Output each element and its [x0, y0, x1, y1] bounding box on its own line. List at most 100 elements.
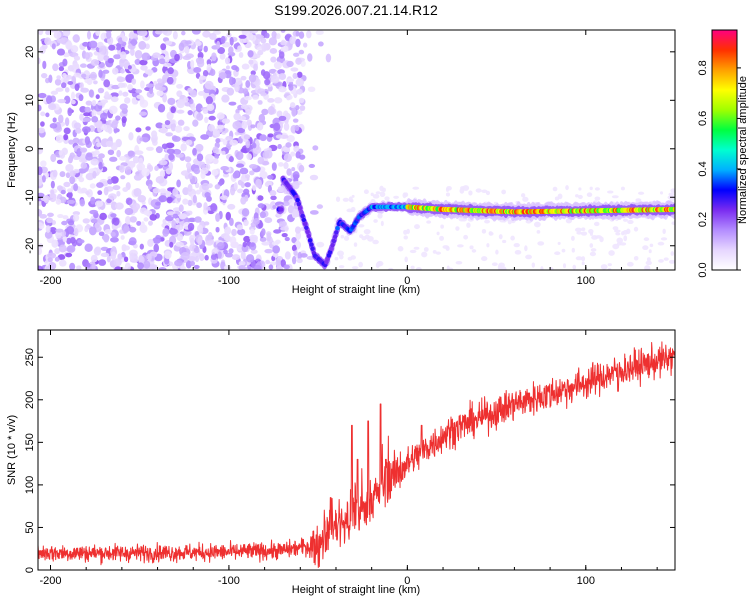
spectrogram-noise-blob — [148, 264, 158, 270]
spectrogram-noise-blob — [129, 252, 135, 262]
spectrogram-noise-blob — [175, 194, 182, 199]
spectrogram-noise-blob — [249, 228, 255, 235]
spectrogram-noise-blob — [202, 70, 209, 77]
spectrogram-noise-blob — [250, 34, 257, 42]
snr-panel: -200 -100 0 100 0 50 100 150 200 250 Height of s… — [6, 329, 676, 596]
spectrogram-noise-blob — [119, 58, 125, 68]
spectrogram-noise-blob — [219, 195, 229, 200]
spectrogram-noise-blob — [198, 75, 207, 80]
spectrogram-noise-blob — [99, 45, 106, 55]
spectrogram-noise-blob — [238, 260, 246, 266]
spectrogram-noise-blob — [187, 222, 195, 231]
spectrogram-noise-blob — [187, 199, 193, 207]
spectrogram-noise-blob — [244, 95, 252, 101]
spectrogram-noise-blob — [257, 88, 266, 95]
spectrogram-noise-blob — [202, 108, 209, 115]
spectrogram-noise-blob — [183, 126, 190, 132]
spectrogram-faint-blob — [440, 224, 444, 229]
spectrogram-faint-blob — [498, 234, 503, 240]
spectrogram-noise-blob — [56, 75, 61, 80]
spectrogram-noise-blob — [131, 78, 137, 85]
spectrogram-noise-blob — [67, 107, 73, 117]
spectrogram-faint-blob — [439, 235, 445, 241]
spectrogram-faint-blob — [486, 243, 490, 248]
spectrogram-noise-blob — [300, 253, 308, 258]
spectrogram-signal-layer — [275, 175, 675, 270]
spectrogram-noise-blob — [190, 89, 198, 98]
spectrogram-noise-blob — [108, 44, 116, 51]
spectrogram-noise-blob — [187, 110, 193, 116]
spectrogram-noise-blob — [220, 35, 226, 44]
spectrogram-noise-blob — [121, 35, 128, 42]
spectrogram-noise-blob — [303, 42, 308, 48]
figure-title: S199.2026.007.21.14.R12 — [274, 2, 438, 18]
spectrogram-noise-blob — [90, 254, 98, 263]
spectrogram-noise-blob — [124, 262, 131, 270]
spectrogram-noise-blob — [232, 120, 242, 130]
y-tick-label: 0 — [24, 567, 36, 573]
spectrogram-noise-blob — [278, 162, 284, 167]
spectrogram-noise-blob — [82, 41, 90, 47]
spectrogram-noise-blob — [38, 166, 43, 176]
spectrogram-noise-blob — [62, 58, 68, 67]
spectrogram-noise-blob — [148, 220, 153, 226]
spectrogram-noise-blob — [197, 236, 203, 246]
spectrogram-noise-blob — [170, 122, 177, 132]
spectrogram-faint-blob — [525, 254, 532, 260]
spectrogram-noise-blob — [136, 135, 142, 145]
spectrogram-noise-blob — [271, 162, 277, 171]
spectrogram-noise-blob — [223, 234, 232, 241]
spectrogram-noise-blob — [133, 188, 142, 197]
spectrogram-noise-blob — [229, 36, 234, 46]
spectrogram-noise-blob — [187, 256, 196, 262]
spectrogram-noise-blob — [105, 140, 114, 148]
spectrogram-signal-core — [302, 221, 308, 227]
spectrogram-noise-blob — [52, 169, 58, 178]
spectrogram-faint-blob — [372, 239, 379, 245]
spectrogram-noise-blob — [63, 133, 69, 141]
spectrogram-noise-blob — [178, 213, 188, 219]
spectrogram-faint-blob — [384, 196, 390, 201]
spectrogram-noise-blob — [40, 111, 46, 117]
spectrogram-noise-blob — [283, 264, 290, 270]
spectrogram-noise-blob — [132, 155, 140, 164]
spectrogram-faint-blob — [514, 249, 522, 255]
spectrogram-noise-blob — [69, 170, 76, 177]
spectrogram-noise-blob — [125, 197, 133, 205]
spectrogram-noise-blob — [158, 86, 167, 92]
colorbar-tick-label: 0.0 — [697, 262, 709, 277]
y-tick-label: 10 — [24, 94, 36, 106]
spectrogram-noise-blob — [57, 98, 67, 104]
spectrogram-faint-blob — [621, 231, 625, 236]
spectrogram-faint-blob — [342, 197, 349, 202]
spectrogram-noise-blob — [245, 108, 252, 116]
spectrogram-noise-blob — [235, 108, 240, 115]
spectrogram-noise-blob — [52, 117, 57, 123]
spectrogram-noise-blob — [249, 30, 259, 34]
spectrogram-noise-blob — [283, 122, 290, 131]
spectrogram-noise-blob — [287, 199, 295, 208]
spectrogram-noise-blob — [106, 255, 111, 263]
spectrogram-noise-blob — [259, 134, 267, 142]
spectrogram-faint-blob — [627, 219, 634, 225]
spectrogram-noise-blob — [40, 121, 45, 127]
spectrogram-signal-core — [334, 230, 339, 235]
spectrogram-noise-blob — [291, 107, 297, 117]
spectrogram-noise-blob — [299, 105, 306, 111]
spectrogram-noise-blob — [155, 146, 163, 154]
spectrogram-noise-blob — [236, 188, 244, 194]
spectrogram-noise-blob — [143, 260, 151, 269]
spectrogram-noise-blob — [215, 213, 221, 222]
spectrogram-noise-blob — [243, 134, 251, 140]
spectrogram-faint-blob — [484, 219, 490, 224]
spectrogram-noise-blob — [205, 96, 214, 105]
spectrogram-noise-blob — [237, 45, 242, 52]
spectrogram-noise-blob — [255, 34, 265, 39]
spectrogram-faint-blob — [382, 187, 386, 193]
spectrogram-faint-blob — [481, 228, 487, 234]
spectrogram-noise-blob — [290, 67, 299, 72]
x-tick-label: 100 — [577, 575, 595, 587]
spectrogram-noise-blob — [292, 118, 299, 123]
y-tick-label: 150 — [24, 433, 36, 451]
